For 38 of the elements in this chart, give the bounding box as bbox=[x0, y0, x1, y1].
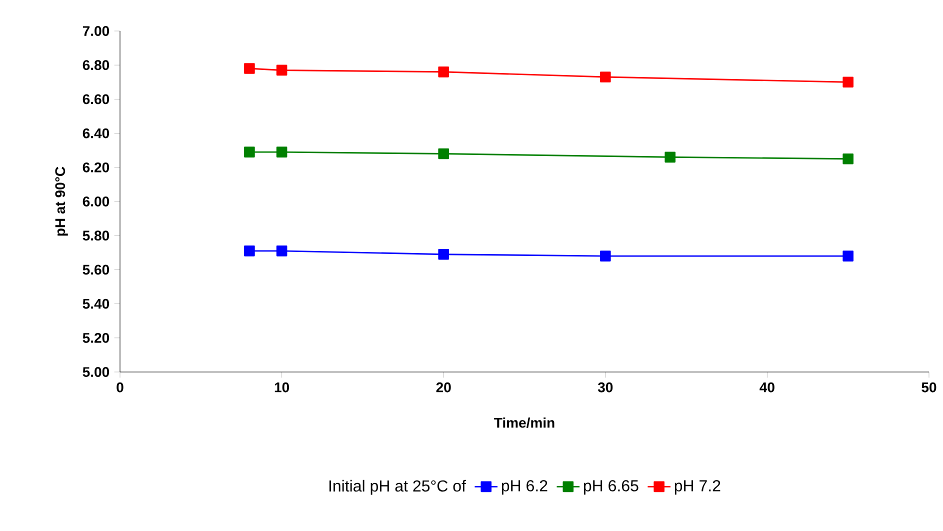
y-tick-label: 5.60 bbox=[82, 264, 110, 275]
x-tick-label: 0 bbox=[116, 382, 124, 392]
x-tick-label: 20 bbox=[436, 382, 451, 392]
legend-label: pH 7.2 bbox=[674, 480, 720, 495]
y-tick-label: 6.20 bbox=[82, 162, 110, 172]
point bbox=[842, 76, 854, 88]
point bbox=[842, 153, 854, 164]
x-tick-label: 40 bbox=[760, 382, 774, 392]
y-tick-label: 5.40 bbox=[82, 298, 110, 309]
y-tick-label: 6.00 bbox=[82, 196, 110, 206]
y-tick-label: 5.20 bbox=[82, 332, 110, 343]
y-tick-label: 6.80 bbox=[82, 60, 110, 70]
legend-label: pH 6.2 bbox=[502, 480, 548, 495]
y-tick-label: 5.00 bbox=[82, 367, 110, 377]
x-tick-label: 50 bbox=[922, 382, 936, 392]
y-tick-label: 6.60 bbox=[82, 94, 110, 104]
y-tick-label: 6.40 bbox=[82, 128, 110, 138]
point bbox=[438, 148, 450, 160]
point bbox=[244, 146, 255, 158]
point bbox=[600, 72, 611, 82]
y-tick-label: 7.00 bbox=[82, 26, 110, 36]
point bbox=[600, 250, 611, 262]
point bbox=[276, 64, 288, 76]
legend-label: pH 6.65 bbox=[584, 480, 638, 495]
point bbox=[438, 66, 450, 78]
y-tick-label: 5.80 bbox=[82, 230, 110, 241]
point bbox=[276, 146, 288, 158]
point bbox=[842, 250, 854, 262]
y-axis-title: pH at 90°C bbox=[55, 166, 68, 236]
point bbox=[438, 248, 450, 260]
point bbox=[276, 246, 288, 256]
x-tick-label: 30 bbox=[598, 382, 613, 392]
x-axis-title: Time/min bbox=[494, 417, 554, 428]
x-tick-label: 10 bbox=[274, 382, 290, 392]
legend-title: Initial pH at 25°C of bbox=[329, 480, 466, 495]
point bbox=[244, 246, 255, 256]
point bbox=[244, 63, 255, 74]
point bbox=[664, 152, 676, 163]
